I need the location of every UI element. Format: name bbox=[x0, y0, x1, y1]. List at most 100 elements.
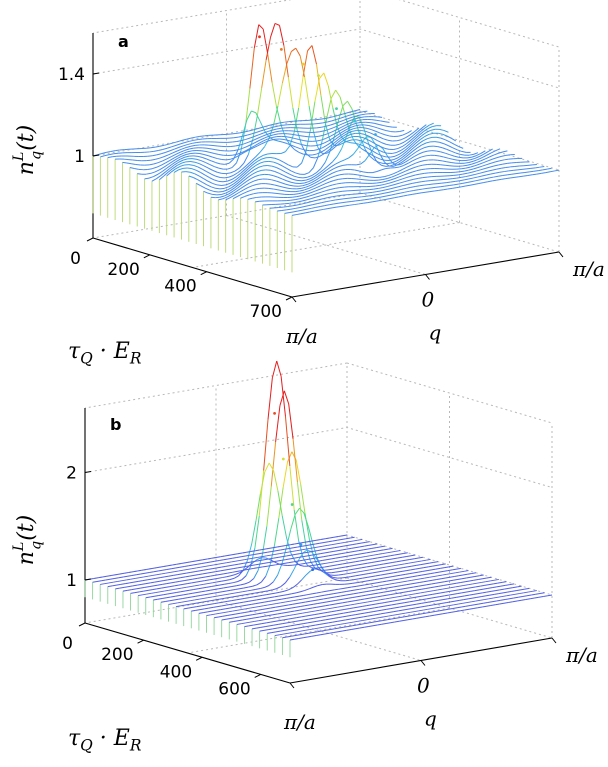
surface-line bbox=[230, 617, 235, 619]
surface-line bbox=[306, 597, 312, 599]
surface-line bbox=[346, 562, 352, 564]
surface-line bbox=[330, 175, 336, 179]
surface-line bbox=[343, 611, 349, 614]
surface-line bbox=[405, 143, 411, 148]
surface-line bbox=[363, 202, 368, 204]
surface-line bbox=[340, 132, 346, 137]
surface-line bbox=[358, 591, 363, 594]
surface-line bbox=[199, 135, 205, 137]
surface-line bbox=[300, 212, 306, 215]
surface-line bbox=[419, 160, 425, 163]
surface-line bbox=[266, 554, 271, 557]
surface-line bbox=[158, 148, 163, 152]
surface-line bbox=[338, 142, 344, 146]
surface-line bbox=[112, 584, 117, 587]
surface-line bbox=[223, 611, 229, 614]
surface-line bbox=[411, 564, 417, 567]
surface-line bbox=[363, 548, 368, 551]
surface-line bbox=[403, 552, 408, 555]
surface-line bbox=[243, 176, 249, 182]
surface-line bbox=[351, 585, 357, 588]
surface-line bbox=[350, 132, 356, 135]
surface-line bbox=[279, 552, 284, 555]
surface-line bbox=[272, 136, 277, 138]
surface-line bbox=[428, 132, 434, 135]
surface-line bbox=[267, 136, 273, 140]
surface-line bbox=[258, 24, 264, 30]
surface-line bbox=[339, 545, 344, 548]
surface-line bbox=[429, 190, 435, 193]
surface-line bbox=[431, 582, 436, 585]
surface-line bbox=[311, 45, 317, 65]
surface-line bbox=[364, 544, 369, 547]
surface-line bbox=[309, 200, 315, 203]
surface-line bbox=[343, 559, 348, 561]
surface-line bbox=[248, 585, 253, 588]
surface-line bbox=[225, 172, 231, 175]
surface-line bbox=[306, 189, 312, 192]
surface-line bbox=[319, 556, 324, 558]
surface-line bbox=[237, 184, 243, 189]
surface-line bbox=[320, 633, 326, 636]
surface-line bbox=[168, 589, 174, 591]
surface-line bbox=[430, 586, 435, 589]
surface-line bbox=[477, 592, 483, 595]
surface-line bbox=[362, 619, 367, 622]
surface-line bbox=[478, 171, 484, 174]
surface-line bbox=[325, 629, 331, 631]
surface-line bbox=[336, 182, 342, 185]
surface-line bbox=[340, 205, 346, 207]
surface-line bbox=[292, 631, 297, 634]
surface-line bbox=[321, 138, 326, 141]
surface-line bbox=[409, 178, 414, 181]
surface-line bbox=[374, 564, 380, 566]
surface-line bbox=[257, 609, 263, 611]
surface-line bbox=[483, 170, 489, 173]
surface-line bbox=[237, 619, 243, 622]
surface-line bbox=[412, 603, 417, 606]
surface-line bbox=[389, 135, 394, 137]
surface-line bbox=[500, 599, 506, 601]
surface-line bbox=[194, 598, 200, 601]
surface-line bbox=[277, 140, 283, 143]
surface-line bbox=[274, 22, 280, 26]
surface-line bbox=[268, 614, 274, 616]
surface-line bbox=[233, 180, 239, 185]
surface-line bbox=[164, 589, 169, 592]
surface-line bbox=[418, 140, 424, 145]
surface-line bbox=[461, 605, 466, 608]
surface-line bbox=[266, 593, 272, 596]
surface-line bbox=[406, 154, 412, 160]
surface-line bbox=[281, 611, 287, 614]
surface-line bbox=[487, 587, 493, 589]
surface-line bbox=[344, 622, 350, 625]
surface-line bbox=[339, 159, 345, 163]
surface-line bbox=[181, 600, 187, 603]
surface-line bbox=[454, 599, 460, 602]
surface-line bbox=[319, 142, 325, 146]
surface-line bbox=[407, 618, 413, 621]
surface-line bbox=[206, 586, 212, 588]
surface-line bbox=[477, 175, 483, 178]
surface-line bbox=[325, 145, 331, 150]
surface-line bbox=[440, 591, 446, 594]
surface-line bbox=[399, 150, 405, 155]
tau-tick bbox=[143, 254, 151, 259]
surface-line bbox=[439, 155, 444, 158]
surface-line bbox=[244, 597, 250, 599]
surface-line bbox=[459, 170, 465, 173]
surface-line bbox=[353, 553, 358, 556]
surface-line bbox=[492, 168, 497, 171]
surface-line bbox=[398, 195, 404, 198]
surface-line bbox=[228, 158, 234, 164]
surface-line bbox=[274, 553, 280, 555]
surface-line bbox=[270, 156, 275, 159]
q-tick bbox=[551, 637, 557, 644]
surface-line bbox=[363, 133, 369, 137]
tau-tick-label: 200 bbox=[107, 260, 139, 280]
surface-line bbox=[255, 588, 261, 590]
surface-line bbox=[278, 594, 284, 597]
surface-line bbox=[269, 596, 275, 599]
surface-line bbox=[287, 593, 292, 596]
surface-line bbox=[375, 617, 380, 619]
